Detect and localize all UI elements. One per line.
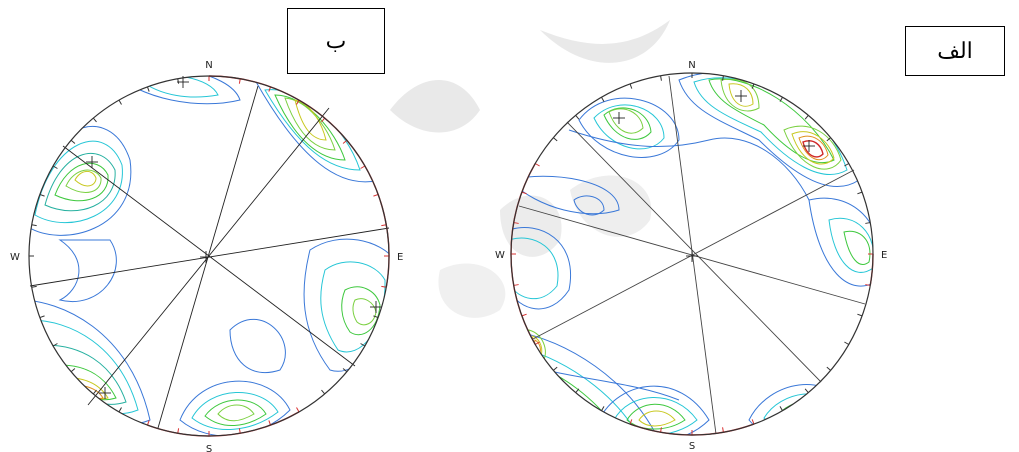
perimeter-tick xyxy=(92,117,97,123)
perimeter-tick xyxy=(534,341,540,345)
perimeter-tick xyxy=(342,368,348,373)
perimeter-tick xyxy=(70,368,76,373)
perimeter-tick xyxy=(857,191,863,195)
pole-markers xyxy=(86,76,382,399)
perimeter-tick xyxy=(751,419,755,425)
perimeter-tick xyxy=(826,366,831,371)
perimeter-tick xyxy=(52,343,58,347)
perimeter-tick xyxy=(629,83,633,89)
perimeter-tick xyxy=(521,313,527,317)
perimeter-tick xyxy=(296,407,300,413)
perimeter-tick xyxy=(601,96,605,102)
perimeter-tick xyxy=(321,389,326,395)
perimeter-tick xyxy=(722,75,724,81)
stereonet-b: N E S W xyxy=(10,60,403,452)
south-label: S xyxy=(206,444,212,452)
perimeter-tick xyxy=(751,83,755,89)
perimeter-tick xyxy=(296,99,300,105)
stereonet-panel-b: N E S W ب xyxy=(0,0,509,452)
south-label: S xyxy=(689,441,695,452)
perimeter-tick xyxy=(521,191,527,195)
perimeter-tick xyxy=(373,193,379,197)
perimeter-tick xyxy=(513,284,519,286)
north-label: N xyxy=(688,60,695,71)
stereonet-panel-alef: N E S W الف xyxy=(495,0,1018,452)
perimeter-tick xyxy=(804,388,809,393)
perimeter-tick xyxy=(52,165,58,169)
perimeter-tick xyxy=(779,96,783,102)
perimeter-tick xyxy=(865,222,871,224)
perimeter-tick xyxy=(31,285,37,288)
west-label: W xyxy=(10,252,20,263)
stereonet-alef: N E S W xyxy=(495,60,887,452)
perimeter-tick xyxy=(804,115,809,120)
perimeter-tick xyxy=(381,224,387,227)
perimeter-tick xyxy=(321,117,326,123)
perimeter-tick xyxy=(575,388,580,393)
perimeter-tick xyxy=(844,341,850,345)
perimeter-tick xyxy=(118,407,122,413)
perimeter-tick xyxy=(575,115,580,120)
pole-markers xyxy=(613,90,815,262)
perimeter-tick xyxy=(70,139,76,144)
primitive-circle xyxy=(28,75,390,437)
perimeter-tick xyxy=(177,78,180,84)
north-label: N xyxy=(205,60,212,71)
perimeter-tick xyxy=(238,78,241,84)
perimeter-tick xyxy=(857,313,863,317)
perimeter-tick xyxy=(146,420,150,426)
perimeter-tick xyxy=(844,163,850,167)
perimeter-tick xyxy=(381,285,387,288)
perimeter-tick xyxy=(39,193,45,197)
perimeter-tick xyxy=(268,420,272,426)
perimeter-tick xyxy=(660,427,662,433)
density-contours xyxy=(511,73,873,435)
perimeter-tick xyxy=(660,75,662,81)
perimeter-tick xyxy=(238,428,241,434)
perimeter-tick xyxy=(92,389,97,395)
west-label: W xyxy=(495,250,505,261)
perimeter-tick xyxy=(722,427,724,433)
east-label: E xyxy=(881,250,887,261)
perimeter-tick xyxy=(779,406,783,412)
perimeter-tick xyxy=(513,222,519,224)
perimeter-tick xyxy=(360,165,366,169)
perimeter-tick xyxy=(39,315,45,319)
perimeter-tick xyxy=(146,86,150,92)
perimeter-tick xyxy=(373,315,379,319)
perimeter-tick xyxy=(601,406,605,412)
panel-label: ب xyxy=(325,28,347,54)
perimeter-tick xyxy=(534,163,540,167)
perimeter-tick xyxy=(629,419,633,425)
perimeter-tick xyxy=(553,137,558,142)
perimeter-red-arc xyxy=(147,411,300,437)
panel-label: الف xyxy=(937,38,973,64)
east-label: E xyxy=(397,252,403,263)
perimeter-tick xyxy=(360,343,366,347)
panel-label-box: الف xyxy=(905,26,1005,76)
panel-label-box: ب xyxy=(287,8,385,74)
perimeter-tick xyxy=(118,99,122,105)
perimeter-tick xyxy=(177,428,180,434)
perimeter-tick xyxy=(268,86,272,92)
perimeter-tick xyxy=(826,137,831,142)
perimeter-tick xyxy=(553,366,558,371)
perimeter-tick xyxy=(865,284,871,286)
primitive-circle xyxy=(510,72,874,436)
perimeter-tick xyxy=(342,139,348,144)
perimeter-tick xyxy=(31,224,37,227)
